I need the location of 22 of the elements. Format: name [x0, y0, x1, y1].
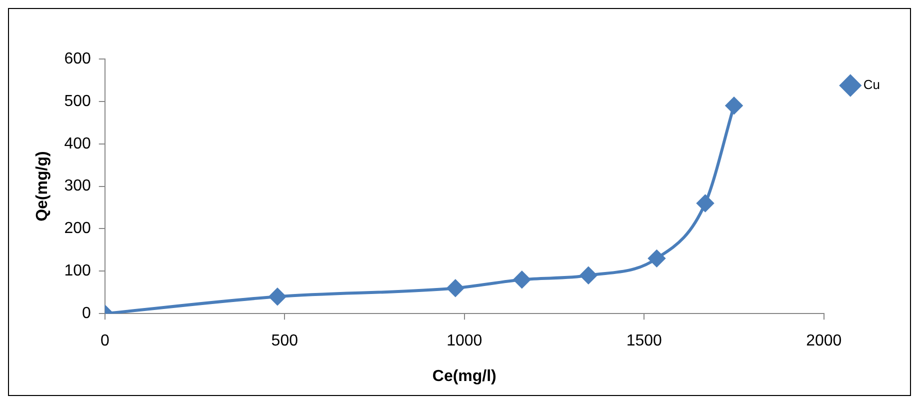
point: [446, 280, 464, 297]
point: [726, 97, 743, 114]
y-tick-label: 200: [64, 220, 91, 238]
x-tick-label: 0: [100, 332, 110, 350]
point: [696, 194, 714, 212]
y-tick-label: 500: [64, 92, 91, 110]
point: [268, 288, 286, 306]
x-tick-label: 500: [271, 332, 298, 350]
y-axis-title: Qe(mg/g): [34, 151, 52, 222]
legend-label: Cu: [863, 77, 880, 92]
x-tick-label: 2000: [806, 332, 842, 350]
x-tick-label: 1000: [446, 332, 482, 350]
y-tick-label: 400: [64, 135, 91, 152]
point: [513, 271, 530, 288]
y-tick-label: 0: [82, 305, 91, 322]
x-tick-label: 1500: [626, 332, 662, 350]
y-tick-label: 300: [64, 178, 91, 195]
y-tick-label: 600: [64, 50, 91, 68]
x-axis-title: Ce(mg/l): [432, 368, 496, 385]
y-tick-label: 100: [64, 262, 91, 280]
point: [648, 250, 666, 267]
point: [580, 266, 597, 284]
